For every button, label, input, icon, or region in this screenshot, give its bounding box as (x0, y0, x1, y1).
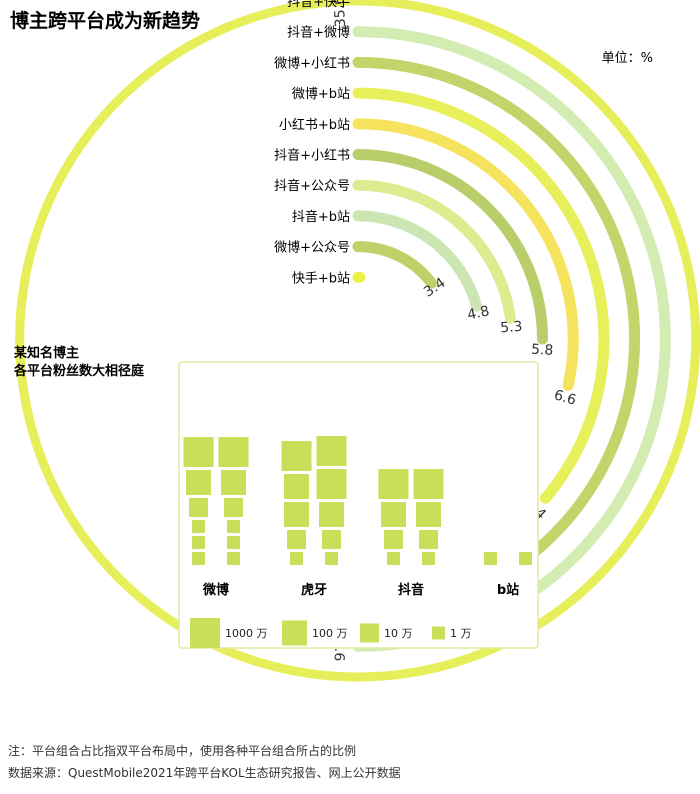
legend-swatch-2 (360, 623, 379, 643)
fans-block (189, 498, 208, 517)
fans-block (284, 474, 309, 499)
fans-block (322, 530, 341, 549)
fans-block (221, 470, 246, 495)
radial-value-label-5: 5.8 (531, 342, 554, 359)
fans-category-label-1: 虎牙 (301, 582, 327, 598)
radial-category-label-7: 抖音+b站 (292, 209, 350, 225)
fans-block (384, 530, 403, 549)
fans-block (227, 552, 240, 565)
fans-block (284, 502, 309, 527)
fans-block (325, 552, 338, 565)
fans-block (316, 469, 347, 499)
radial-bar-7 (352, 210, 483, 312)
fans-block (378, 469, 409, 499)
radial-value-label-7: 4.8 (466, 303, 491, 323)
radial-bar-5 (352, 149, 548, 345)
radial-category-label-3: 微博+b站 (292, 87, 350, 102)
radial-bar-8 (352, 241, 438, 289)
section-title-line2: 各平台粉丝数大相径庭 (13, 363, 145, 379)
fans-block-chart: 微博 虎牙 抖音 b站 (183, 436, 532, 598)
fans-block (192, 520, 205, 533)
radial-bar-6 (352, 179, 516, 324)
fans-block (381, 502, 406, 527)
fans-block (227, 536, 240, 549)
radial-category-label-0: 抖音+快手 (287, 0, 350, 10)
fans-category-label-3: b站 (497, 582, 519, 598)
unit-label: 单位：% (602, 51, 653, 66)
fans-block (290, 552, 303, 565)
fans-block (186, 470, 211, 495)
fans-category-label-2: 抖音 (398, 582, 424, 598)
fans-block (519, 552, 532, 565)
radial-category-label-1: 抖音+微博 (287, 25, 350, 41)
fans-block (192, 536, 205, 549)
radial-category-label-6: 抖音+公众号 (274, 178, 350, 194)
fans-block (287, 530, 306, 549)
fans-block (484, 552, 497, 565)
fans-block (192, 552, 205, 565)
fans-category-label-0: 微博 (202, 582, 229, 598)
fans-block (422, 552, 435, 565)
fans-block (281, 441, 312, 471)
radial-category-label-5: 抖音+小红书 (274, 148, 350, 164)
fans-panel (178, 361, 539, 649)
legend-label-0: 1000 万 (225, 627, 268, 640)
legend-label-2: 10 万 (384, 627, 413, 640)
fans-block (227, 520, 240, 533)
legend-swatch-1 (282, 620, 307, 646)
legend-label-1: 100 万 (312, 627, 348, 640)
fans-block (419, 530, 438, 549)
radial-value-label-6: 5.3 (500, 319, 523, 337)
radial-bar-chart: 抖音+快手35.6抖音+微博11.6微博+小红书9.9微博+b站8.4小红书+b… (15, 0, 700, 682)
radial-bar-2 (352, 56, 641, 593)
radial-bar-0 (15, 0, 700, 682)
footnote: 注：平台组合占比指双平台布局中，使用各种平台组合所占的比例 (8, 743, 356, 758)
fans-block (316, 436, 347, 466)
radial-category-label-4: 小红书+b站 (279, 117, 350, 133)
fans-block (319, 502, 344, 527)
fans-block (218, 437, 249, 467)
fans-block (224, 498, 243, 517)
legend-swatch-3 (432, 626, 445, 640)
radial-category-label-9: 快手+b站 (292, 271, 350, 286)
radial-category-label-2: 微博+小红书 (274, 55, 350, 71)
section-title-line1: 某知名博主 (13, 345, 79, 361)
radial-bar-4 (352, 118, 579, 391)
radial-category-label-8: 微博+公众号 (274, 241, 350, 256)
fans-legend: 1000 万 100 万 10 万 1 万 (190, 618, 472, 648)
legend-label-3: 1 万 (450, 627, 472, 640)
radial-value-label-4: 6.6 (552, 387, 578, 409)
radial-value-label-0: 35.6 (331, 0, 349, 27)
fans-block (416, 502, 441, 527)
fans-block (413, 469, 444, 499)
fans-block (183, 437, 214, 467)
page-title: 博主跨平台成为新趋势 (10, 9, 200, 32)
radial-bar-3 (352, 87, 610, 504)
fans-block (387, 552, 400, 565)
legend-swatch-0 (190, 618, 220, 648)
source-note: 数据来源：QuestMobile2021年跨平台KOL生态研究报告、网上公开数据 (8, 765, 401, 780)
